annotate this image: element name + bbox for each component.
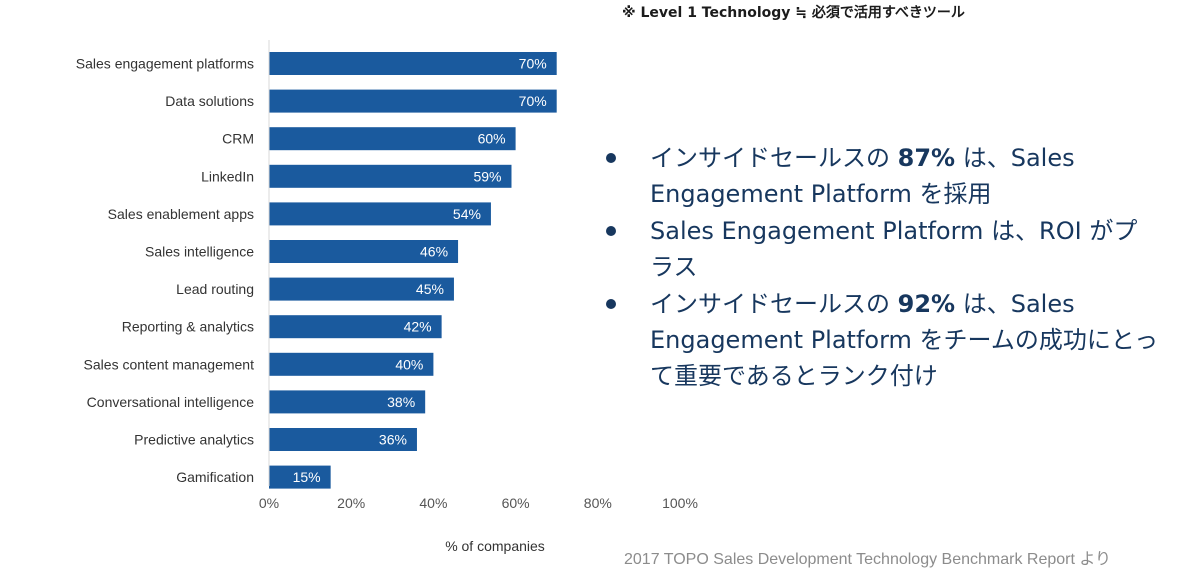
category-label: Sales content management xyxy=(84,356,255,372)
bar xyxy=(269,277,454,301)
bar xyxy=(269,315,442,339)
category-label: Sales engagement platforms xyxy=(76,56,254,72)
bullet-text: インサイドセールスの xyxy=(650,144,898,172)
bar-value-label: 60% xyxy=(478,131,506,147)
category-label: Conversational intelligence xyxy=(87,394,255,410)
bar xyxy=(269,352,434,376)
bar-value-label: 40% xyxy=(395,356,423,372)
bar-chart: Sales engagement platforms Data solutions… xyxy=(76,40,698,554)
bullet-highlight: 92% xyxy=(897,290,956,318)
x-tick-label: 20% xyxy=(337,495,365,511)
bar-value-label: 38% xyxy=(387,394,415,410)
bar-value-label: 15% xyxy=(293,469,321,485)
x-axis-label: % of companies xyxy=(445,538,545,554)
category-label: Data solutions xyxy=(165,93,254,109)
top-note: ※ Level 1 Technology ≒ 必須で活用すべきツール xyxy=(622,5,965,21)
bars: 70% 70% 60% 59% 54% 46% 45% 42% 40% 38% 36% 15% xyxy=(269,52,557,489)
bar xyxy=(269,240,459,263)
bar xyxy=(269,202,491,226)
bullet-text: Sales Engagement Platform は、ROI がプラス xyxy=(650,217,1138,281)
bullet-item: インサイドセールスの 92% は、Sales Engagement Platfo… xyxy=(600,286,1160,394)
bullet-text: は、Sales Engagement Platform をチームの成功にとって重… xyxy=(650,290,1159,390)
category-label: Predictive analytics xyxy=(134,432,254,448)
bar xyxy=(269,390,426,414)
x-tick-label: 100% xyxy=(662,495,698,511)
category-labels: Sales engagement platforms Data solutions… xyxy=(76,56,254,486)
x-tick-labels: 0% 20% 40% 60% 80% 100% xyxy=(259,495,698,511)
category-label: Lead routing xyxy=(176,281,254,297)
bullet-list: インサイドセールスの 87% は、Sales Engagement Platfo… xyxy=(600,140,1160,395)
bar-value-label: 45% xyxy=(416,281,444,297)
bar-value-label: 70% xyxy=(519,56,547,72)
bar xyxy=(269,127,516,151)
bar xyxy=(269,89,557,113)
bullet-highlight: 87% xyxy=(897,144,956,172)
category-label: Sales intelligence xyxy=(145,244,254,260)
bullet-item: インサイドセールスの 87% は、Sales Engagement Platfo… xyxy=(600,140,1160,212)
source-note: 2017 TOPO Sales Development Technology B… xyxy=(624,551,1112,568)
x-tick-label: 60% xyxy=(502,495,530,511)
bar-value-label: 70% xyxy=(519,93,547,109)
bullet-text: インサイドセールスの xyxy=(650,290,898,318)
bullet-item: Sales Engagement Platform は、ROI がプラス xyxy=(600,213,1160,285)
category-label: LinkedIn xyxy=(201,168,254,184)
x-tick-label: 80% xyxy=(584,495,612,511)
bullet-text: は、Sales Engagement Platform を採用 xyxy=(650,144,1075,208)
category-label: CRM xyxy=(222,131,254,147)
category-label: Gamification xyxy=(176,469,254,485)
bullet-dot-icon xyxy=(606,153,616,163)
bar-value-label: 54% xyxy=(453,206,481,222)
bar xyxy=(269,465,331,489)
category-label: Sales enablement apps xyxy=(108,206,254,222)
bar-value-label: 59% xyxy=(473,168,501,184)
bar-value-label: 46% xyxy=(420,244,448,260)
bar xyxy=(269,52,557,75)
bullet-dot-icon xyxy=(606,226,616,236)
bar xyxy=(269,164,512,188)
bullet-dot-icon xyxy=(606,299,616,309)
x-tick-label: 40% xyxy=(419,495,447,511)
bar-value-label: 42% xyxy=(404,319,432,335)
x-tick-label: 0% xyxy=(259,495,279,511)
bar xyxy=(269,428,417,451)
category-label: Reporting & analytics xyxy=(122,319,254,335)
bar-value-label: 36% xyxy=(379,432,407,448)
